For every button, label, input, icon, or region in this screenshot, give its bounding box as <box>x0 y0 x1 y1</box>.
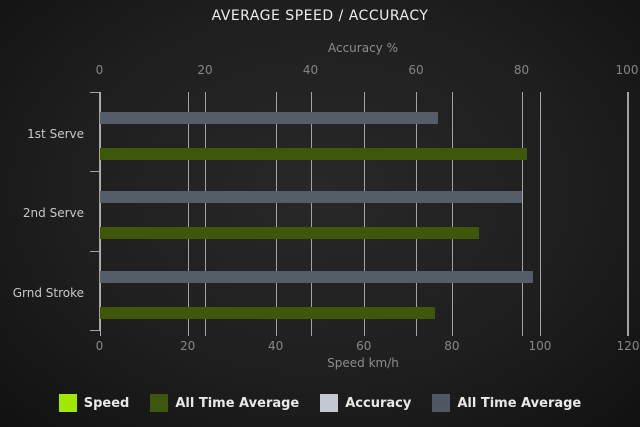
y-axis-tick <box>89 92 100 93</box>
top-tick-label-40: 40 <box>302 63 319 77</box>
category-label-grnd-stroke: Grnd Stroke <box>12 286 84 300</box>
grid-line-accuracy-100 <box>627 92 628 336</box>
y-axis-tick <box>89 330 100 331</box>
bar-speed-all-time-average-2nd-serve[interactable] <box>99 227 479 239</box>
bottom-tick-label-20: 20 <box>179 339 196 353</box>
bottom-tick-label-100: 100 <box>528 339 552 353</box>
grid-line-speed-60 <box>364 92 365 336</box>
top-tick-label-80: 80 <box>513 63 530 77</box>
grid-line-speed-120 <box>628 92 629 336</box>
grid-line-accuracy-40 <box>311 92 312 336</box>
bottom-tick-label-80: 80 <box>444 339 460 353</box>
bottom-tick-label-40: 40 <box>268 339 284 353</box>
grid-line-accuracy-20 <box>205 92 206 336</box>
top-tick-label-0: 0 <box>95 63 104 77</box>
legend: Speed All Time Average Accuracy All Time Av… <box>0 394 640 412</box>
top-tick-label-60: 60 <box>408 63 424 77</box>
legend-item-all-time-average-1[interactable]: All Time Average <box>150 394 299 412</box>
y-axis-line <box>98 92 100 330</box>
bottom-tick-label-120: 120 <box>616 339 640 353</box>
bottom-tick-label-0: 0 <box>95 339 104 353</box>
legend-label-0: Speed <box>83 395 130 411</box>
bar-speed-all-time-average-1st-serve[interactable] <box>99 148 527 160</box>
legend-label-1: All Time Average <box>175 395 300 411</box>
legend-item-accuracy-2[interactable]: Accuracy <box>320 394 411 412</box>
bar-accuracy-all-time-average-1st-serve[interactable] <box>99 112 438 124</box>
legend-swatch-1 <box>150 394 169 412</box>
category-label-1st-serve: 1st Serve <box>27 127 84 141</box>
bar-accuracy-all-time-average-grnd-stroke[interactable] <box>99 271 533 283</box>
legend-item-all-time-average-3[interactable]: All Time Average <box>432 394 581 412</box>
bar-accuracy-all-time-average-2nd-serve[interactable] <box>99 191 522 203</box>
bar-speed-all-time-average-grnd-stroke[interactable] <box>99 307 435 319</box>
chart-title: AVERAGE SPEED / ACCURACY <box>211 8 429 24</box>
top-axis-title: Accuracy % <box>327 41 399 55</box>
bottom-tick-label-60: 60 <box>356 339 372 353</box>
grid-line-accuracy-80 <box>522 92 523 336</box>
grid-line-speed-80 <box>452 92 453 336</box>
legend-swatch-0 <box>58 394 77 412</box>
legend-item-speed-0[interactable]: Speed <box>58 394 130 412</box>
grid-line-speed-20 <box>188 92 189 336</box>
legend-label-3: All Time Average <box>457 395 582 411</box>
category-label-2nd-serve: 2nd Serve <box>22 206 84 220</box>
legend-label-2: Accuracy <box>345 395 412 411</box>
y-axis-tick <box>89 171 100 172</box>
top-tick-label-100: 100 <box>615 63 639 77</box>
bottom-axis-title: Speed km/h <box>327 356 399 370</box>
legend-swatch-2 <box>320 394 339 412</box>
legend-swatch-3 <box>432 394 451 412</box>
grid-line-accuracy-0 <box>100 92 101 336</box>
grid-line-speed-100 <box>540 92 541 336</box>
grid-line-speed-40 <box>276 92 277 336</box>
grid-line-accuracy-60 <box>416 92 417 336</box>
y-axis-tick <box>89 251 100 252</box>
top-tick-label-20: 20 <box>197 63 213 77</box>
